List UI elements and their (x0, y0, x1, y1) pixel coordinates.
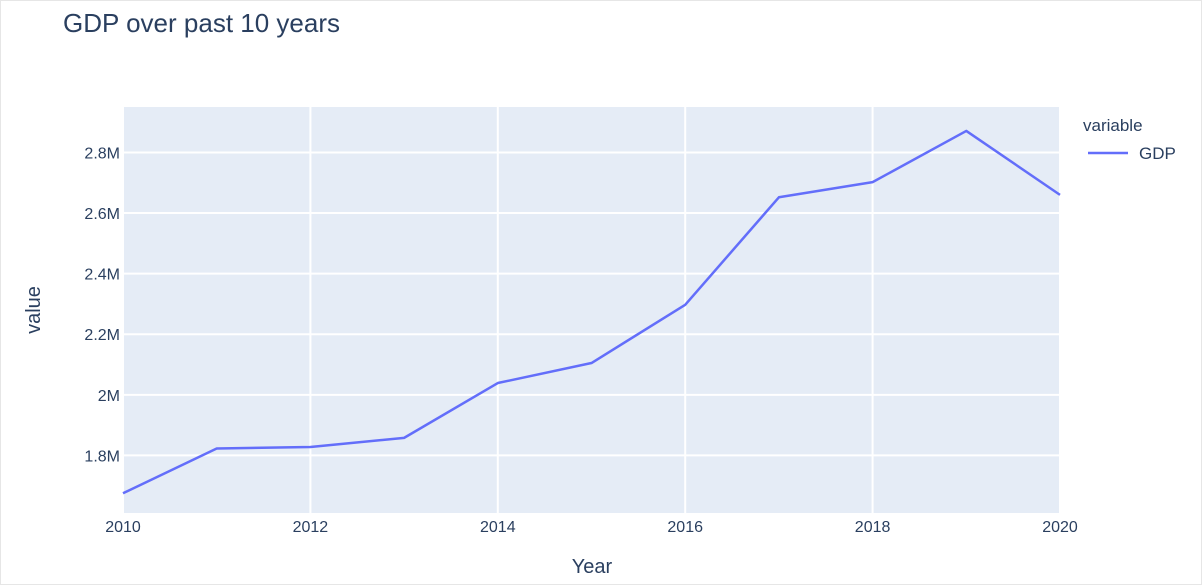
data-point[interactable] (117, 487, 129, 499)
y-tick-label: 2.2M (84, 327, 120, 344)
y-tick-label: 2.8M (84, 145, 120, 162)
chart-title: GDP over past 10 years (63, 8, 340, 38)
data-point[interactable] (1054, 189, 1066, 201)
data-point[interactable] (773, 191, 785, 203)
x-tick-label: 2018 (855, 519, 891, 536)
x-gridlines (122, 107, 1061, 513)
data-point[interactable] (492, 377, 504, 389)
plot-area (123, 107, 1060, 513)
data-point[interactable] (679, 299, 691, 311)
x-tick-label: 2016 (667, 519, 703, 536)
x-tick-label: 2010 (105, 519, 141, 536)
x-tick-label: 2014 (480, 519, 516, 536)
data-point[interactable] (867, 176, 879, 188)
series-line-gdp[interactable] (122, 129, 1061, 495)
x-tick-label: 2020 (1042, 519, 1078, 536)
y-tick-label: 2.6M (84, 206, 120, 223)
legend-item-gdp[interactable]: GDP (1139, 144, 1176, 163)
data-point[interactable] (398, 432, 410, 444)
y-tick-label: 2.4M (84, 267, 120, 284)
legend-title: variable (1083, 116, 1143, 135)
x-axis-title: Year (572, 556, 613, 578)
data-point[interactable] (586, 357, 598, 369)
y-gridlines (123, 151, 1060, 457)
x-tick-label: 2012 (293, 519, 329, 536)
data-point[interactable] (960, 125, 972, 137)
x-tick-labels: 2010 2012 2014 2016 2018 2020 (105, 519, 1078, 536)
y-tick-label: 1.8M (84, 448, 120, 465)
y-tick-label: 2M (98, 388, 120, 405)
legend[interactable]: variable GDP (1083, 116, 1176, 163)
series-group (117, 125, 1066, 499)
y-tick-labels: 1.8M 2M 2.2M 2.4M 2.6M 2.8M (84, 145, 120, 465)
data-point[interactable] (211, 442, 223, 454)
data-point[interactable] (304, 441, 316, 453)
y-axis-title: value (23, 286, 45, 334)
